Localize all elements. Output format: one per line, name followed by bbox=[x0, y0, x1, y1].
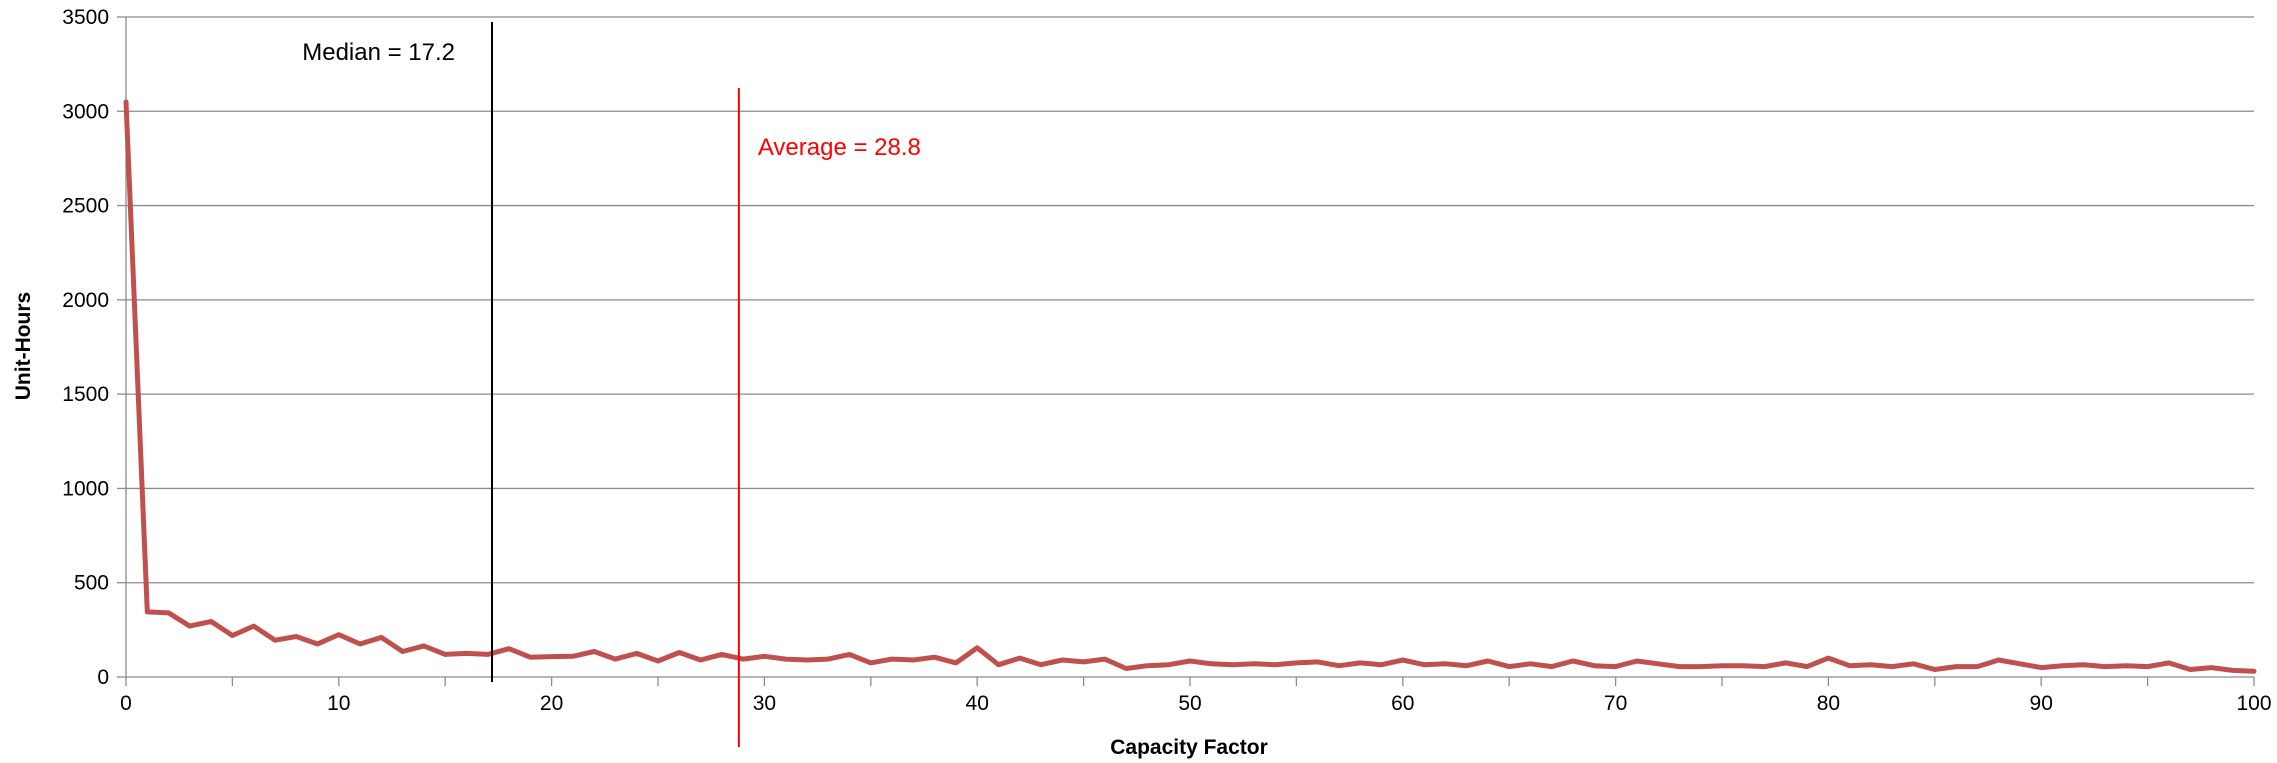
y-axis-label: Unit-Hours bbox=[12, 292, 35, 401]
x-tick-labels: 0 10 20 30 40 50 60 70 80 90 100 bbox=[120, 692, 2271, 715]
y-tick-label: 2000 bbox=[62, 289, 109, 312]
annotation-label-1: Average = 28.8 bbox=[758, 134, 921, 161]
y-tick-label: 1500 bbox=[62, 383, 109, 406]
x-tick-label: 20 bbox=[540, 692, 563, 715]
x-tick-label: 10 bbox=[327, 692, 350, 715]
x-tick-label: 80 bbox=[1817, 692, 1840, 715]
series-group bbox=[123, 99, 2257, 674]
x-tick-label: 100 bbox=[2236, 692, 2271, 715]
y-tick-label: 500 bbox=[74, 572, 109, 595]
y-tick-label: 0 bbox=[97, 666, 109, 689]
x-tick-label: 60 bbox=[1391, 692, 1414, 715]
x-tick-label: 0 bbox=[120, 692, 132, 715]
annotation-label-0: Median = 17.2 bbox=[302, 39, 455, 66]
y-tick-label: 3500 bbox=[62, 6, 109, 29]
annotation-group: Median = 17.2 Average = 28.8 bbox=[302, 22, 921, 747]
x-tick-label: 50 bbox=[1178, 692, 1201, 715]
gridlines bbox=[126, 16, 2254, 584]
x-tick-label: 70 bbox=[1604, 692, 1627, 715]
y-tick-label: 2500 bbox=[62, 195, 109, 218]
x-tick-label: 40 bbox=[966, 692, 989, 715]
series-line-0 bbox=[123, 99, 2257, 674]
x-tick-label: 90 bbox=[2030, 692, 2053, 715]
x-axis-label: Capacity Factor bbox=[1110, 736, 1268, 759]
y-tick-label: 1000 bbox=[62, 477, 109, 500]
y-tick-labels: 0 500 1000 1500 2000 2500 3000 3500 bbox=[62, 6, 109, 689]
axes bbox=[117, 16, 2255, 686]
x-tick-label: 30 bbox=[753, 692, 776, 715]
y-tick-label: 3000 bbox=[62, 100, 109, 123]
